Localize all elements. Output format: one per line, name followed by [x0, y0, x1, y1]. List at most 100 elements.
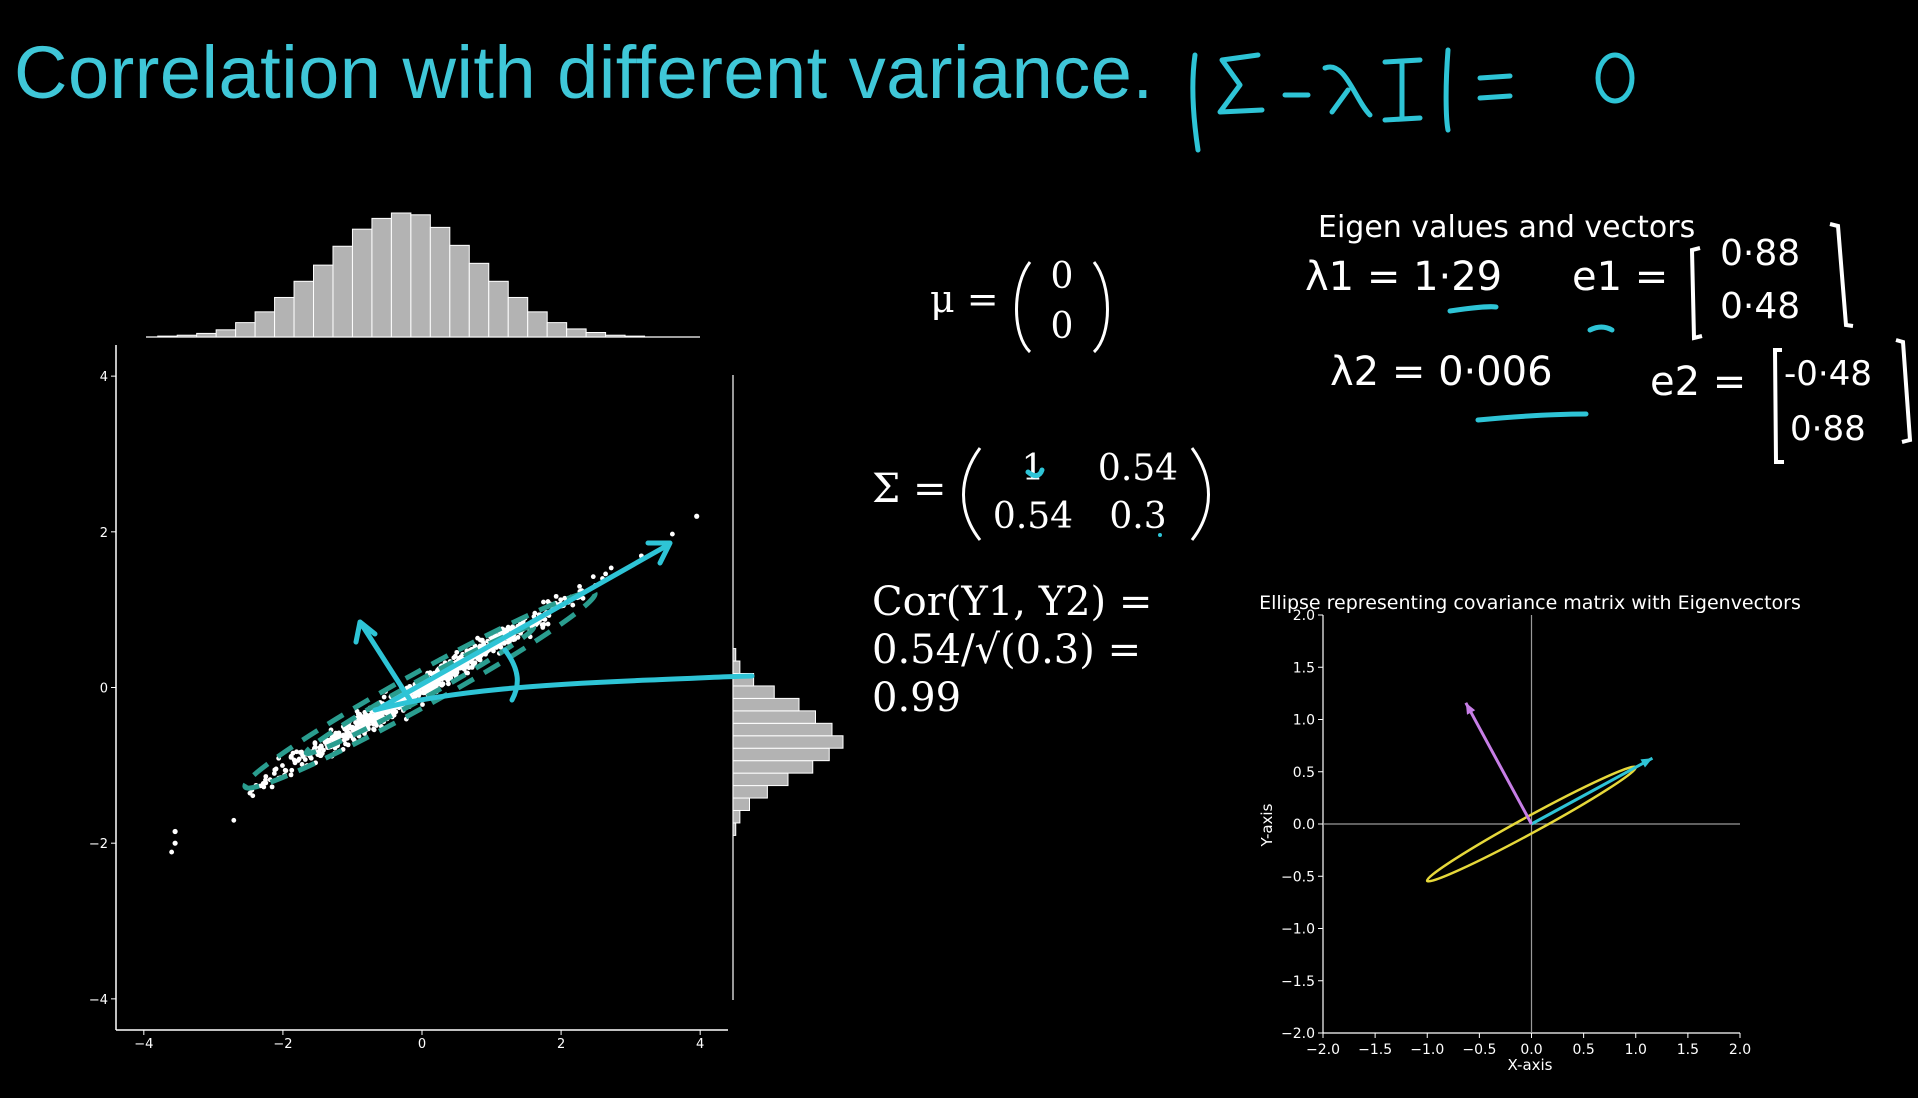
scatter-x-tick-label: 4 — [696, 1037, 704, 1052]
ellipse-x-tick-label: 0.5 — [1572, 1042, 1594, 1058]
scatter-point — [269, 784, 275, 790]
scatter-point — [694, 513, 700, 519]
scatter-point — [438, 681, 443, 687]
right-hist-bar — [732, 785, 768, 799]
mu-vector: μ = 0 0 — [930, 256, 1109, 354]
scatter-point — [263, 774, 269, 779]
ellipse-x-tick-label: −2.0 — [1306, 1042, 1340, 1058]
scatter-point — [250, 793, 256, 799]
ellipse-y-tick-label: 2.0 — [1293, 608, 1315, 624]
scatter-point — [481, 641, 487, 647]
top-hist-bar — [235, 322, 256, 338]
scatter-point — [263, 780, 269, 786]
correlation-formula: Cor(Y1, Y2) = 0.54/√(0.3) = 0.99 — [872, 579, 1152, 721]
scatter-point — [545, 599, 551, 604]
scatter-point — [289, 767, 295, 773]
scatter-point — [391, 708, 396, 714]
scatter-point — [322, 739, 328, 745]
scatter-point — [562, 595, 568, 601]
e1-value-1: 0·88 — [1720, 233, 1800, 274]
scatter-point — [308, 755, 314, 761]
scatter-point — [344, 727, 350, 733]
scatter-point — [345, 742, 351, 748]
sigma-11: 1 — [1022, 448, 1045, 489]
scatter-point — [475, 635, 480, 641]
scatter-y-tick-label: −2 — [89, 837, 108, 852]
scatter-point — [580, 595, 586, 601]
scatter-point — [461, 666, 467, 672]
scatter-point — [447, 676, 453, 681]
top-hist-bar — [546, 322, 568, 338]
top-hist-bar — [585, 332, 607, 338]
scatter-point — [501, 641, 507, 646]
scatter-point — [172, 840, 178, 846]
ellipse-y-tick-label: −2.0 — [1281, 1026, 1315, 1042]
ellipse-y-tick-label: 1.5 — [1293, 660, 1315, 676]
scatter-point — [172, 828, 178, 835]
ellipse-x-tick-label: 1.5 — [1677, 1042, 1699, 1058]
scatter-point — [371, 726, 376, 732]
ellipse-x-tick-label: 2.0 — [1729, 1042, 1751, 1058]
scatter-point — [454, 649, 460, 655]
scatter-point — [319, 751, 325, 756]
eigen-heading: Eigen values and vectors — [1318, 210, 1695, 245]
sigma-21: 0.54 — [993, 496, 1073, 537]
eigenvector-line — [1530, 756, 1654, 826]
scatter-point — [299, 749, 304, 755]
scatter-point — [452, 653, 458, 659]
top-hist-bar — [624, 335, 646, 338]
scatter-point — [515, 634, 521, 640]
scatter-point — [361, 719, 367, 725]
scatter-points — [169, 513, 700, 855]
scatter-point — [335, 731, 340, 736]
top-hist-bar — [157, 335, 178, 338]
ellipse-x-tick-label: −1.0 — [1410, 1042, 1444, 1058]
scatter-point — [470, 660, 475, 666]
ellipse-chart-ticks: −2.0 −1.5 −1.0 −0.5 0.0 0.5 1.0 1.5 2.0 −2.0 −1.5 −… — [1281, 608, 1751, 1058]
scatter-point — [433, 680, 439, 686]
scatter-point — [539, 622, 545, 628]
scatter-point — [280, 763, 285, 768]
scatter-point — [378, 710, 384, 715]
scatter-point — [290, 750, 296, 756]
right-hist-bar — [732, 760, 814, 774]
e1-label: e1 = — [1572, 254, 1668, 300]
scatter-point — [491, 648, 496, 654]
top-hist-bar — [293, 280, 315, 338]
right-hist-bar — [732, 822, 737, 836]
scatter-point — [302, 757, 308, 762]
ellipse-x-tick-label: −1.5 — [1358, 1042, 1392, 1058]
scatter-point — [417, 689, 423, 695]
right-hist-bar — [732, 735, 844, 749]
top-hist-bar — [449, 244, 470, 338]
scatter-point — [271, 771, 277, 776]
scatter-point — [479, 637, 485, 643]
right-hist-bar — [732, 710, 816, 724]
scatter-point — [456, 655, 462, 661]
e2-value-2: 0·88 — [1790, 409, 1866, 449]
top-hist-bar — [410, 214, 431, 338]
ellipse-x-tick-label: 1.0 — [1625, 1042, 1647, 1058]
scatter-point — [350, 725, 356, 731]
scatter-point — [532, 610, 538, 616]
top-hist-bar — [254, 311, 276, 338]
scatter-point — [312, 741, 318, 747]
joint-scatter-plot: −4 −2 0 2 4 −4 −2 0 2 4 — [89, 212, 844, 1052]
top-hist-bar — [429, 226, 451, 338]
scatter-point — [231, 817, 237, 823]
eigen-section: Eigen values and vectors λ1 = 1·29 e1 = … — [1305, 210, 1913, 464]
sigma-matrix: Σ = 1 0.54 0.54 0.3 — [872, 447, 1210, 541]
scatter-point — [669, 531, 675, 537]
scatter-point — [169, 849, 175, 855]
scatter-point — [288, 772, 294, 778]
ellipse-chart-content — [1323, 615, 1740, 1033]
scatter-point — [492, 633, 498, 639]
scatter-point — [553, 593, 559, 599]
right-hist-bar — [732, 809, 741, 824]
scatter-point — [282, 767, 288, 773]
scatter-point — [469, 664, 475, 670]
mu-value-1: 0 — [1051, 256, 1074, 297]
scatter-point — [446, 681, 451, 687]
scatter-point — [374, 712, 380, 718]
scatter-point — [545, 621, 551, 627]
